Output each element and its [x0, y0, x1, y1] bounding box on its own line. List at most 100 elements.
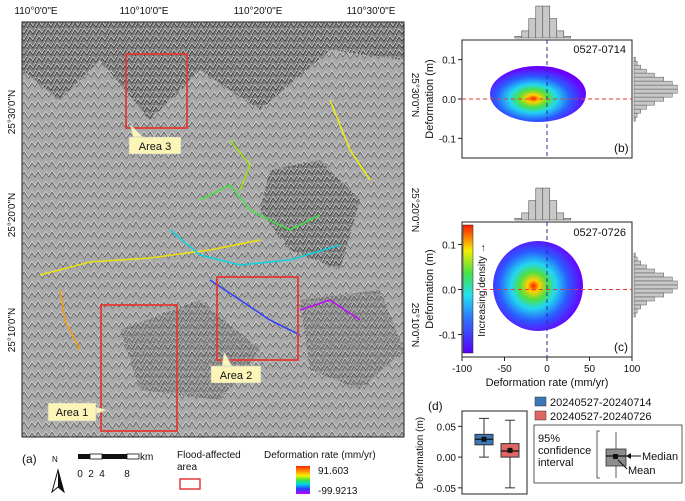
flood-area-3-box [125, 53, 188, 129]
histogram-bar [633, 308, 638, 314]
x-tick-label: -50 [497, 364, 512, 375]
histogram-bar [633, 60, 638, 66]
y-tick-label: 0.0 [442, 95, 456, 106]
flood-legend-line1: Flood-affected [177, 450, 241, 461]
lon-tick: 110°20'0"E [234, 6, 283, 17]
histogram-bar [563, 218, 572, 221]
histogram-bar [633, 284, 678, 290]
panel-b-right-hist [633, 56, 678, 122]
panel-d-letter: (d) [428, 399, 443, 413]
histogram-bar [633, 260, 641, 266]
rate-legend-max: 91.603 [318, 466, 349, 477]
area-3-label: Area 3 [139, 141, 171, 153]
map-panel: 110°0'0"E 110°10'0"E 110°20'0"E 110°30'0… [7, 6, 420, 497]
histogram-bar [556, 30, 565, 39]
histogram-bar [633, 68, 647, 74]
lat-tick: 25°20'0"N [7, 193, 18, 238]
area-2-label: Area 2 [220, 370, 252, 382]
lon-tick: 110°0'0"E [14, 6, 58, 17]
histogram-bar [633, 116, 636, 122]
histogram-bar [633, 280, 678, 286]
histogram-bar [556, 212, 565, 221]
histogram-bar [633, 108, 641, 114]
histogram-bar [549, 18, 558, 39]
histogram-bar [633, 72, 655, 78]
histogram-bar [528, 200, 537, 221]
legend-series-2: 20240527-20240726 [550, 411, 652, 423]
x-tick-label: 0 [544, 364, 550, 375]
y-tick-label: 0.0 [442, 286, 456, 297]
density-label: Increasing density → [477, 243, 488, 336]
histogram-bar [633, 112, 638, 118]
histogram-bar [633, 80, 673, 86]
lat-tick: 25°20'0"N [409, 188, 420, 233]
ci-label-line2: confidence [538, 445, 591, 457]
y-tick-label: 0.1 [442, 241, 456, 252]
histogram-bar [633, 268, 655, 274]
panel-b-date: 0527-0714 [573, 44, 626, 56]
histogram-bar [633, 76, 665, 82]
x-tick-label: 100 [624, 364, 641, 375]
panel-c-top-hist [514, 187, 572, 221]
histogram-bar [633, 100, 655, 106]
north-arrow-icon: N [51, 455, 65, 494]
north-label: N [52, 455, 58, 464]
histogram-bar [535, 187, 544, 221]
lat-tick: 25°30'0"N [7, 90, 18, 135]
histogram-bar [542, 5, 551, 39]
panel-d: (d) -0.05 0.00 0.05 Deformation (m) 202405… [415, 396, 683, 495]
flood-legend: Flood-affected area [177, 450, 241, 490]
histogram-bar [514, 36, 523, 39]
panel-d-ylabel: Deformation (m) [415, 417, 426, 489]
panel-c-date: 0527-0726 [573, 227, 626, 239]
panel-b-top-hist [514, 5, 572, 39]
histogram-bar [633, 88, 678, 94]
histogram-bar [563, 36, 572, 39]
y-tick-label: 0.1 [442, 56, 456, 67]
rate-legend-min: -99.9213 [318, 486, 358, 497]
y-tick-label: -0.05 [433, 484, 456, 495]
panel-d-legend: 20240527-20240714 20240527-20240726 [534, 396, 652, 423]
rate-legend-title: Deformation rate (mm/yr) [264, 450, 376, 461]
histogram-bar [633, 272, 665, 278]
mean-marker [507, 447, 513, 453]
histogram-bar [633, 304, 641, 310]
panel-c-density-cloud [493, 241, 583, 331]
histogram-bar [633, 84, 678, 90]
scale-tick: 8 [124, 469, 130, 480]
density-colorbar [462, 224, 474, 354]
flood-area-1-box [100, 304, 178, 432]
panel-b-density-cloud [490, 66, 586, 122]
histogram-bar [633, 288, 673, 294]
y-tick-label: 0.05 [437, 422, 457, 433]
rate-colorbar [296, 466, 310, 494]
panel-a-letter: (a) [22, 452, 37, 466]
panel-b-letter: (b) [614, 141, 629, 155]
scale-bar: km 0 2 4 8 [77, 452, 153, 480]
area-1-label: Area 1 [56, 407, 88, 419]
deformation-overlay [39, 99, 371, 351]
area-1-callout: Area 1 [47, 402, 108, 422]
panel-c-right-hist [633, 252, 678, 318]
scale-tick: 0 [77, 469, 83, 480]
area-3-callout: Area 3 [128, 123, 182, 155]
histogram-bar [633, 312, 636, 318]
histogram-bar [535, 5, 544, 39]
histogram-bar [633, 256, 638, 262]
panel-b: -0.1 0.0 0.1 0527-0714 (b) Deformation (m) [424, 5, 678, 159]
mean-marker [481, 436, 487, 442]
area-2-callout: Area 2 [210, 351, 262, 384]
legend-series-1: 20240527-20240714 [550, 397, 652, 409]
panel-c-xlabel: Deformation rate (mm/yr) [486, 377, 609, 389]
histogram-bar [549, 200, 558, 221]
histogram-bar [633, 56, 636, 62]
mean-label: Mean [628, 465, 656, 477]
panel-c: Increasing density → -0.10.00.1-100 -50 0 5… [424, 187, 678, 389]
x-tick-label: 50 [584, 364, 596, 375]
histogram-bar [521, 212, 530, 221]
panel-c-letter: (c) [614, 340, 628, 354]
scale-tick: 4 [99, 469, 105, 480]
panel-b-ylabel: Deformation (m) [424, 59, 436, 138]
y-tick-label: -0.1 [439, 134, 457, 145]
